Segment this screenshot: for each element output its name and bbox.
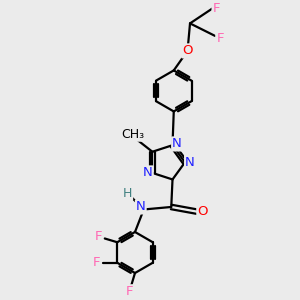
Text: F: F xyxy=(95,230,102,243)
Text: F: F xyxy=(126,285,133,298)
Text: N: N xyxy=(143,167,153,179)
Text: F: F xyxy=(93,256,100,269)
Text: F: F xyxy=(216,32,224,45)
Text: CH₃: CH₃ xyxy=(121,128,144,141)
Text: N: N xyxy=(172,137,182,151)
Text: F: F xyxy=(212,2,220,15)
Text: O: O xyxy=(182,44,193,57)
Text: O: O xyxy=(197,206,208,218)
Text: N: N xyxy=(136,200,146,214)
Text: H: H xyxy=(123,187,132,200)
Text: N: N xyxy=(185,156,195,169)
